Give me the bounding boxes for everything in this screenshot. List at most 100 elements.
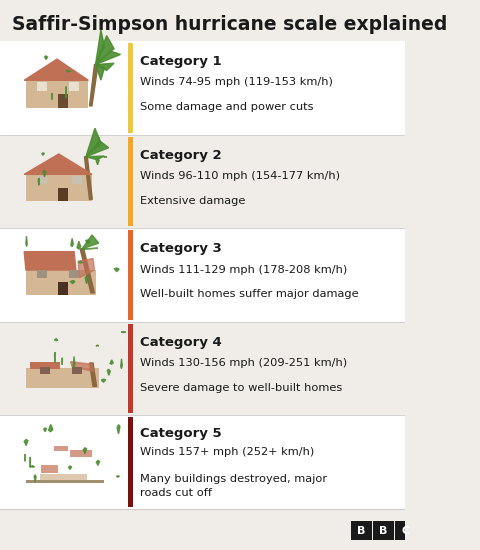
Polygon shape — [120, 359, 122, 369]
Polygon shape — [84, 448, 86, 454]
Text: B: B — [357, 526, 365, 536]
Polygon shape — [117, 476, 120, 477]
Bar — [40, 474, 86, 482]
Polygon shape — [85, 240, 90, 244]
Polygon shape — [80, 249, 95, 293]
Bar — [0, 135, 406, 228]
Bar — [128, 324, 133, 413]
Bar — [0, 322, 406, 415]
Polygon shape — [34, 475, 36, 482]
Polygon shape — [69, 466, 72, 470]
Polygon shape — [26, 236, 27, 246]
Polygon shape — [96, 36, 114, 64]
Text: Well-built homes suffer major damage: Well-built homes suffer major damage — [140, 289, 359, 299]
Bar — [36, 82, 47, 91]
Polygon shape — [66, 70, 71, 72]
Bar — [26, 270, 96, 295]
Bar — [128, 417, 133, 507]
Bar — [36, 176, 47, 184]
Text: C: C — [402, 526, 410, 536]
Bar — [26, 80, 88, 108]
Polygon shape — [101, 379, 106, 382]
Text: Category 2: Category 2 — [140, 148, 221, 162]
Polygon shape — [86, 141, 109, 157]
Polygon shape — [86, 128, 101, 157]
Polygon shape — [24, 252, 76, 270]
Polygon shape — [48, 425, 53, 432]
Bar — [0, 41, 406, 135]
Bar — [26, 368, 99, 388]
Polygon shape — [96, 30, 105, 64]
Bar — [29, 362, 60, 368]
Polygon shape — [85, 276, 88, 284]
Polygon shape — [73, 356, 75, 368]
Text: Category 4: Category 4 — [140, 336, 222, 349]
Polygon shape — [44, 428, 47, 432]
Text: Winds 157+ mph (252+ km/h): Winds 157+ mph (252+ km/h) — [140, 447, 314, 457]
Text: Saffir-Simpson hurricane scale explained: Saffir-Simpson hurricane scale explained — [12, 15, 447, 35]
Polygon shape — [42, 153, 45, 155]
Polygon shape — [117, 425, 120, 434]
Bar — [128, 137, 133, 226]
Text: Winds 130-156 mph (209-251 km/h): Winds 130-156 mph (209-251 km/h) — [140, 358, 347, 368]
Text: B: B — [379, 526, 388, 536]
Polygon shape — [71, 280, 75, 284]
Bar — [0, 415, 406, 509]
Polygon shape — [107, 369, 110, 375]
Polygon shape — [78, 258, 95, 278]
Text: Winds 111-129 mph (178-208 km/h): Winds 111-129 mph (178-208 km/h) — [140, 265, 347, 274]
Polygon shape — [24, 154, 92, 174]
Polygon shape — [98, 137, 99, 147]
Polygon shape — [89, 64, 98, 106]
Bar — [351, 521, 372, 540]
Polygon shape — [24, 59, 88, 80]
Text: Category 1: Category 1 — [140, 55, 221, 68]
Polygon shape — [84, 157, 92, 200]
Text: Many buildings destroyed, major
roads cut off: Many buildings destroyed, major roads cu… — [140, 474, 327, 498]
Polygon shape — [77, 241, 81, 249]
Text: Category 5: Category 5 — [140, 427, 221, 440]
Text: Some damage and power cuts: Some damage and power cuts — [140, 102, 313, 112]
Polygon shape — [96, 159, 99, 165]
Polygon shape — [96, 64, 105, 80]
Bar — [58, 94, 68, 108]
Polygon shape — [121, 332, 126, 333]
Text: Extensive damage: Extensive damage — [140, 196, 245, 206]
Polygon shape — [86, 156, 104, 160]
Bar — [128, 230, 133, 320]
Polygon shape — [82, 248, 98, 249]
Polygon shape — [54, 339, 58, 340]
Bar — [41, 465, 58, 473]
Bar — [58, 188, 68, 201]
Polygon shape — [78, 261, 83, 263]
Bar — [70, 450, 92, 456]
Bar — [72, 367, 83, 374]
Text: Severe damage to well-built homes: Severe damage to well-built homes — [140, 383, 342, 393]
Bar — [40, 367, 50, 374]
Polygon shape — [96, 51, 120, 64]
Bar — [69, 270, 80, 278]
Text: Category 3: Category 3 — [140, 242, 222, 255]
Polygon shape — [38, 178, 39, 185]
Bar — [72, 176, 83, 184]
Bar — [0, 228, 406, 322]
Polygon shape — [24, 439, 28, 446]
Polygon shape — [96, 63, 114, 70]
Text: Winds 96-110 mph (154-177 km/h): Winds 96-110 mph (154-177 km/h) — [140, 171, 340, 181]
Bar — [54, 446, 68, 451]
Polygon shape — [96, 345, 99, 346]
Text: Winds 74-95 mph (119-153 km/h): Winds 74-95 mph (119-153 km/h) — [140, 78, 333, 87]
Polygon shape — [43, 170, 46, 177]
Polygon shape — [30, 466, 35, 467]
Polygon shape — [45, 56, 48, 59]
Bar — [36, 270, 48, 278]
Bar — [373, 521, 394, 540]
Polygon shape — [89, 363, 96, 386]
Bar — [128, 43, 133, 133]
Bar — [26, 174, 92, 201]
Bar — [58, 283, 68, 295]
Polygon shape — [82, 235, 99, 249]
Bar — [396, 521, 417, 540]
Polygon shape — [96, 460, 99, 465]
Bar — [69, 82, 79, 91]
